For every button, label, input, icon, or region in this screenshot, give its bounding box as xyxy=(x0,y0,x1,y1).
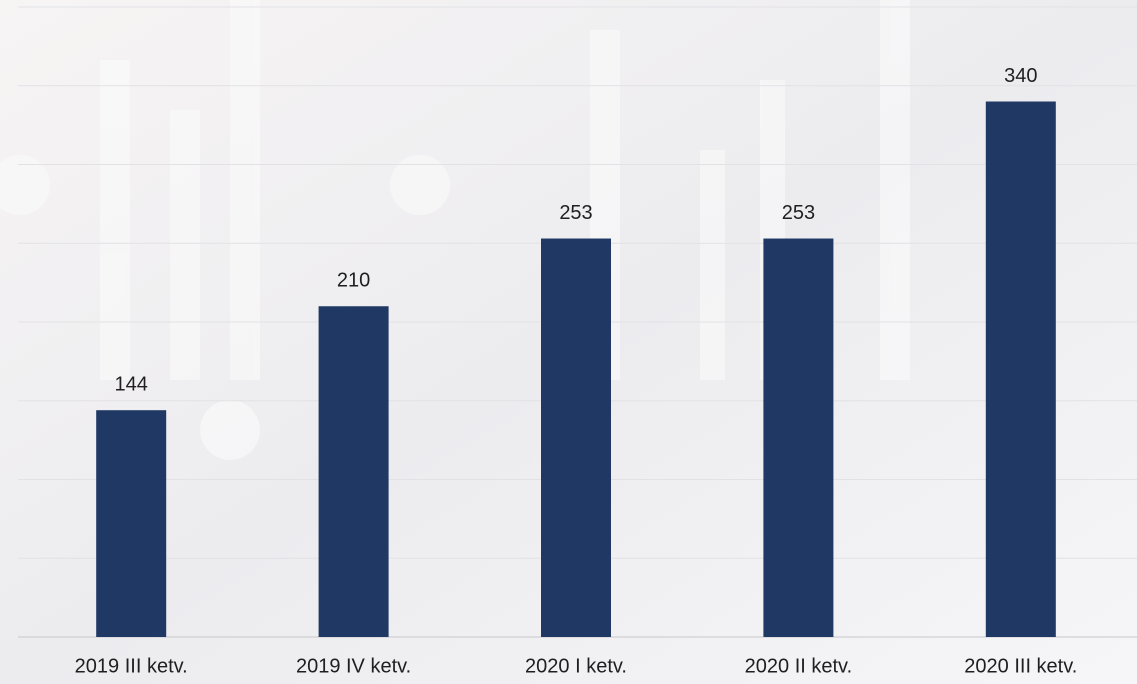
bar xyxy=(763,239,833,637)
bar xyxy=(986,102,1056,638)
bar xyxy=(541,239,611,637)
page: {"chart_data": {"type": "bar", "categori… xyxy=(0,0,1137,684)
data-label: 210 xyxy=(337,270,370,292)
x-tick-label: 2019 III ketv. xyxy=(75,655,188,677)
x-tick-label: 2019 IV ketv. xyxy=(296,655,411,677)
data-label: 253 xyxy=(782,202,815,224)
data-label: 340 xyxy=(1004,65,1037,87)
bar xyxy=(319,306,389,637)
bar xyxy=(96,410,166,637)
data-label: 253 xyxy=(559,202,592,224)
x-tick-label: 2020 I ketv. xyxy=(525,655,627,677)
x-tick-label: 2020 II ketv. xyxy=(745,655,852,677)
chart: 2019 III ketv. 144 2019 IV ketv. 210 2020 I … xyxy=(0,0,1137,684)
data-label: 144 xyxy=(115,373,148,395)
x-tick-label: 2020 III ketv. xyxy=(964,655,1077,677)
